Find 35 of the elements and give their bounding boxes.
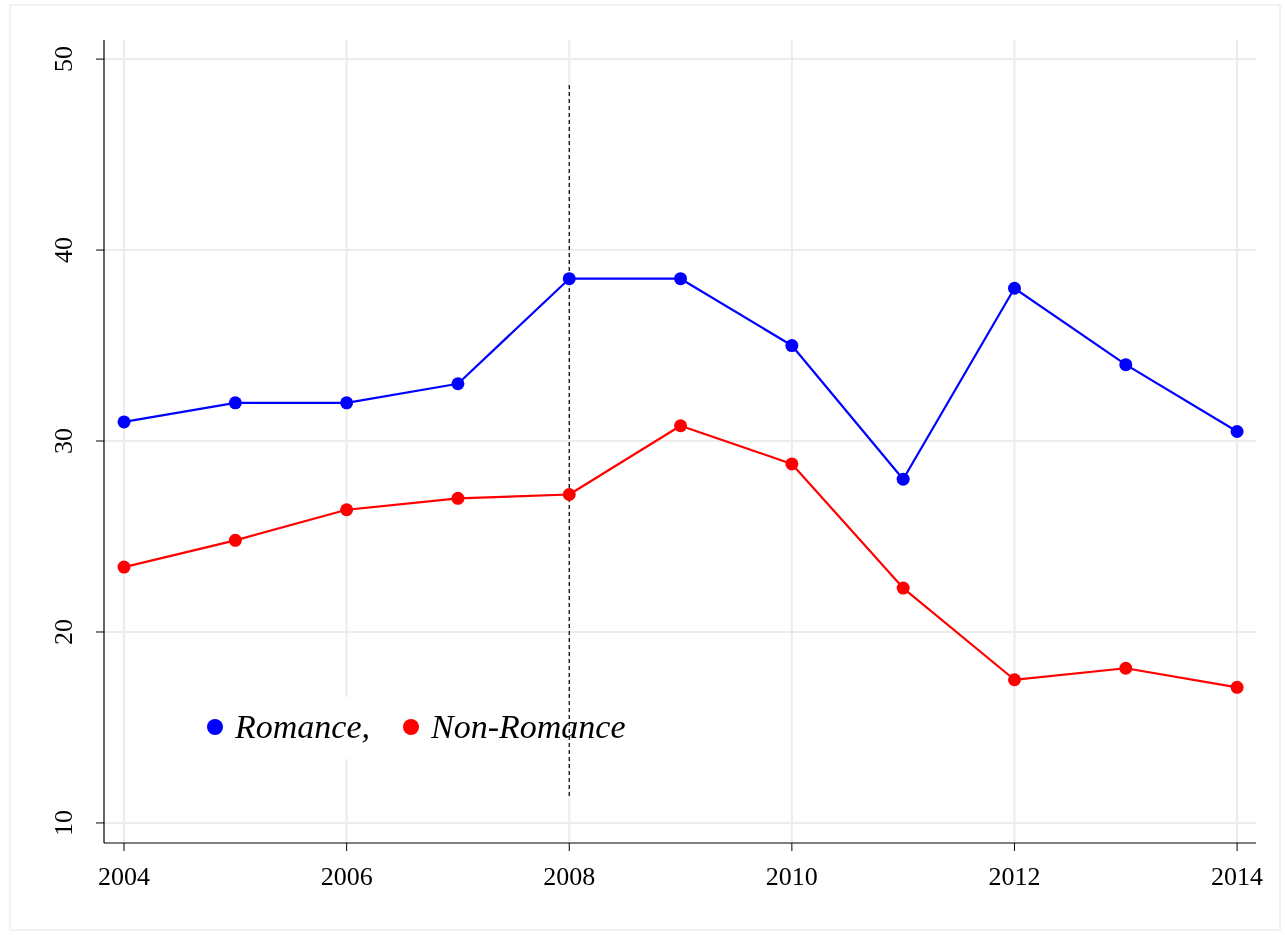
point (674, 272, 688, 286)
y-tick-label: 40 (49, 237, 78, 264)
point (1119, 661, 1133, 675)
y-tick-label: 50 (49, 46, 78, 73)
point (1230, 424, 1244, 438)
point (1230, 680, 1244, 694)
point (117, 560, 131, 574)
point (562, 272, 576, 286)
y-tick-label: 30 (49, 428, 78, 455)
x-tick-label: 2014 (1211, 862, 1264, 891)
point (228, 533, 242, 547)
x-tick-label: 2004 (98, 862, 151, 891)
point (1007, 281, 1021, 295)
y-tick-label: 20 (49, 618, 78, 645)
y-tick-label: 10 (49, 809, 78, 836)
point (340, 396, 354, 410)
x-tick-label: 2008 (543, 862, 596, 891)
point (1119, 358, 1133, 372)
x-tick-label: 2012 (988, 862, 1041, 891)
x-tick-label: 2006 (320, 862, 373, 891)
point (562, 487, 576, 501)
point (340, 503, 354, 517)
legend-label: Non-Romance (430, 708, 626, 745)
point (674, 419, 688, 433)
point (896, 472, 910, 486)
point (451, 491, 465, 505)
point (785, 457, 799, 471)
x-tick-label: 2010 (765, 862, 818, 891)
point (451, 377, 465, 391)
point (117, 415, 131, 429)
point (896, 581, 910, 595)
legend-label: Romance, (234, 708, 371, 745)
point (228, 396, 242, 410)
point (785, 339, 799, 353)
point (1007, 673, 1021, 687)
